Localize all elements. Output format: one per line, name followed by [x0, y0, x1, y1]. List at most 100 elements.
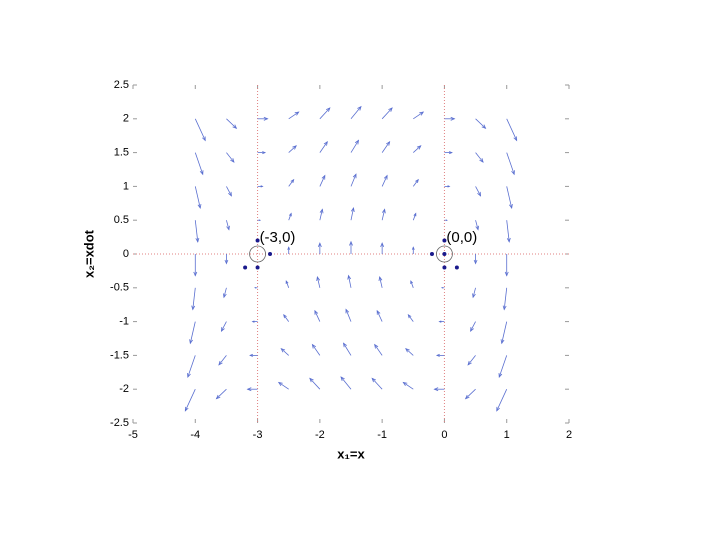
arrow	[475, 152, 484, 163]
arrow-head	[413, 212, 417, 217]
y-tick-label: 2.5	[114, 79, 129, 91]
arrow	[224, 254, 229, 265]
arrow-shaft	[285, 280, 290, 288]
arrow	[340, 376, 352, 390]
arrow-head	[254, 287, 257, 289]
point	[268, 252, 273, 256]
arrow	[444, 219, 448, 221]
arrow-head	[349, 240, 353, 246]
arrow-head	[288, 212, 292, 217]
y-tick-label: 0	[123, 248, 129, 260]
arrow-head	[511, 170, 515, 176]
arrow	[498, 355, 508, 379]
arrow	[381, 208, 386, 221]
arrow-shaft	[316, 276, 321, 288]
arrow-shaft	[348, 275, 352, 288]
arrow	[280, 347, 289, 356]
arrow	[226, 118, 238, 129]
arrow-head	[415, 178, 419, 184]
arrow	[475, 186, 482, 197]
arrow-shaft	[288, 213, 292, 221]
arrow	[350, 173, 357, 187]
arrow	[287, 246, 291, 254]
point	[442, 252, 447, 256]
arrow-head	[496, 406, 500, 412]
point	[442, 238, 447, 243]
arrow	[473, 254, 478, 265]
arrow-shaft	[470, 321, 476, 332]
arrow-head	[419, 111, 425, 116]
arrow	[470, 321, 476, 332]
point	[454, 265, 459, 270]
arrow	[345, 308, 352, 322]
arrow-shaft	[343, 343, 352, 356]
arrow-shaft	[218, 355, 227, 366]
arrow-head	[447, 185, 451, 188]
arrow	[257, 151, 267, 155]
arrow-head	[222, 293, 227, 299]
arrow	[349, 240, 353, 254]
arrow-head	[352, 173, 357, 179]
arrow	[413, 145, 422, 153]
arrow-shaft	[340, 376, 352, 390]
arrow-shaft	[412, 213, 417, 221]
arrow-head	[187, 373, 191, 379]
arrow-shaft	[278, 382, 289, 390]
x-tick-label: 0	[441, 429, 447, 441]
arrow	[502, 287, 508, 311]
arrow-head	[280, 347, 286, 353]
arrow	[438, 320, 445, 323]
arrow	[319, 208, 324, 221]
arrow-shaft	[403, 382, 414, 390]
arrow	[283, 314, 290, 322]
arrow	[311, 343, 321, 356]
arrow-head	[509, 204, 513, 210]
point	[255, 238, 260, 243]
arrow-head	[407, 314, 412, 319]
arrow	[475, 220, 480, 231]
arrow-head	[498, 373, 503, 379]
arrow-head	[277, 381, 283, 387]
arrow-head	[481, 124, 487, 129]
arrow-shaft	[226, 118, 237, 129]
arrow-head	[445, 219, 448, 221]
arrow-shaft	[506, 152, 515, 175]
arrow-head	[218, 360, 223, 366]
arrow	[376, 309, 383, 322]
y-tick-label: 1.5	[114, 147, 129, 159]
arrow	[472, 287, 476, 299]
arrow-shaft	[475, 118, 486, 129]
arrow-head	[438, 320, 442, 323]
arrow-shaft	[379, 276, 383, 288]
arrow	[319, 107, 331, 120]
arrow	[226, 186, 232, 197]
arrow-head	[374, 343, 379, 349]
arrow-head	[249, 353, 254, 357]
arrow	[184, 389, 196, 412]
arrow-head	[435, 353, 440, 357]
arrow	[226, 220, 230, 231]
arrow-shaft	[288, 111, 299, 120]
point	[442, 265, 447, 270]
arrow	[309, 377, 321, 390]
arrow-head	[246, 387, 252, 392]
arrow	[194, 186, 202, 210]
arrow-shaft	[472, 287, 476, 298]
y-tick-label: 2	[123, 113, 129, 125]
arrow	[342, 342, 352, 356]
y-tick-label: 0.5	[114, 214, 129, 226]
arrow-head	[202, 136, 206, 142]
arrow-shaft	[283, 314, 290, 322]
arrow-shaft	[350, 106, 362, 120]
arrow	[191, 287, 196, 311]
arrow	[316, 275, 321, 288]
arrow-head	[230, 158, 235, 163]
arrow-shaft	[501, 321, 508, 344]
arrow-head	[224, 259, 229, 265]
arrow-head	[416, 145, 422, 150]
arrow	[319, 140, 328, 153]
arrow-shaft	[189, 321, 196, 344]
arrow-shaft	[345, 309, 352, 322]
arrow-head	[347, 274, 352, 280]
arrow-shaft	[412, 179, 419, 187]
